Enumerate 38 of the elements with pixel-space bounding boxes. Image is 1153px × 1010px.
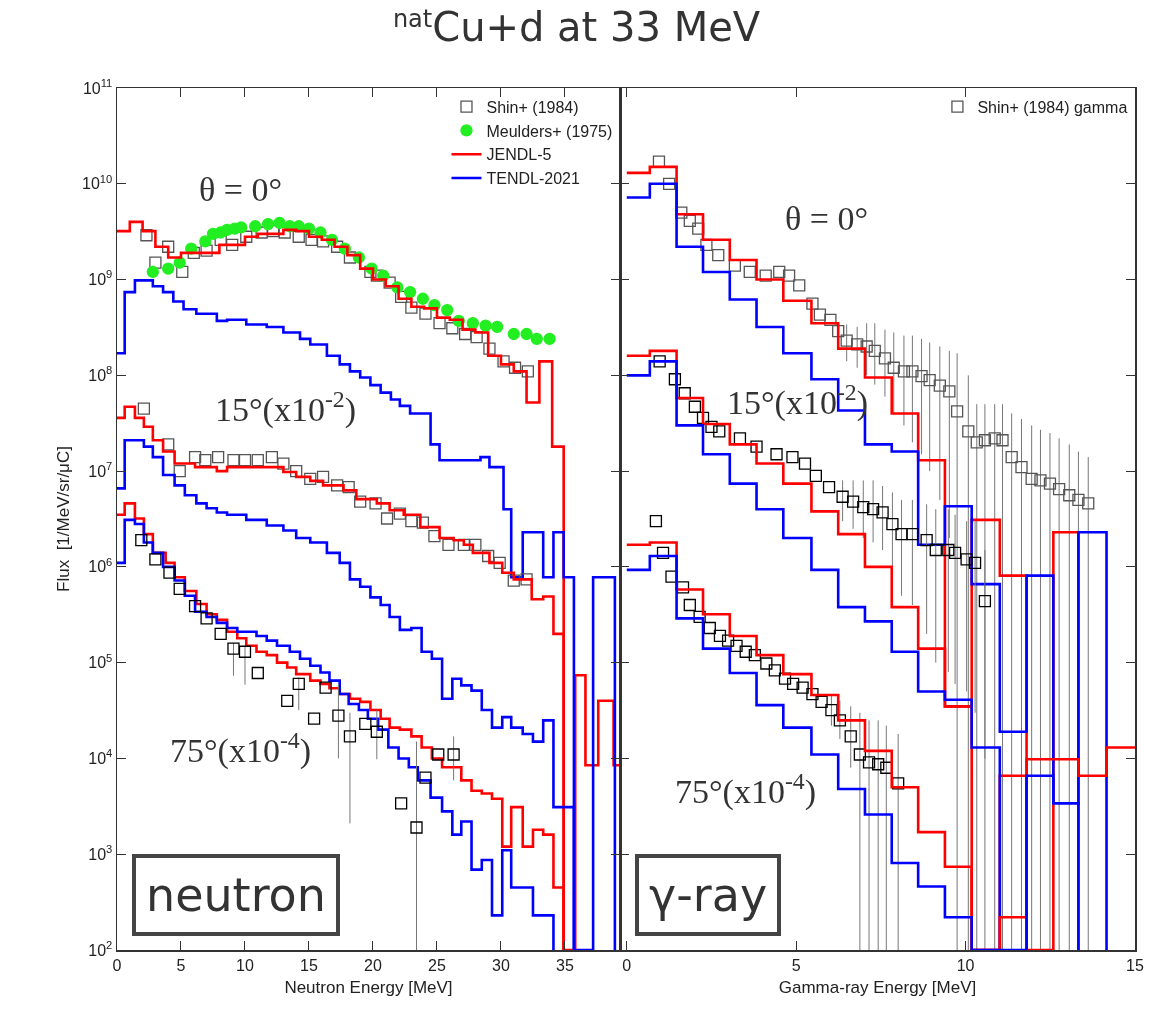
legend-label: JENDL-5	[486, 146, 552, 164]
annotation: 75°(x10$^{-4}$)	[170, 727, 312, 771]
y-tick-label: 10$^{7}$	[88, 459, 113, 480]
x-tick-label: 10	[236, 956, 254, 974]
annotation: θ = 0°	[785, 200, 869, 237]
y-tick-label: 10$^{6}$	[88, 555, 113, 576]
legend-label: Shin+ (1984) gamma	[977, 98, 1128, 116]
y-tick-label: 10$^{2}$	[88, 938, 113, 959]
x-axis-title: Neutron Energy [MeV]	[284, 977, 453, 997]
annotation: γ-ray	[649, 868, 768, 922]
x-tick-label: 0	[622, 956, 632, 974]
legend-label: TENDL-2021	[486, 170, 580, 188]
x-tick-label: 10	[956, 956, 975, 974]
y-tick-label: 10$^{5}$	[88, 651, 113, 672]
legend-label: Shin+ (1984)	[486, 98, 579, 116]
annotation: 75°(x10$^{-4}$)	[675, 768, 817, 812]
y-tick-label: 10$^{4}$	[88, 747, 113, 768]
x-axis-title: Gamma-ray Energy [MeV]	[778, 977, 977, 997]
annotation: θ = 0°	[199, 171, 283, 208]
annotation: 15°(x10$^{-2}$)	[215, 386, 357, 430]
annotation: neutron	[146, 868, 326, 922]
x-tick-label: 35	[556, 956, 574, 974]
x-tick-label: 30	[492, 956, 510, 974]
x-tick-label: 15	[1126, 956, 1144, 974]
x-tick-label: 5	[176, 956, 186, 974]
x-tick-label: 25	[428, 956, 446, 974]
chart-title: $^{nat}$Cu+d at 33 MeV	[391, 4, 762, 50]
x-tick-label: 0	[112, 956, 122, 974]
x-tick-label: 20	[364, 956, 382, 974]
y-tick-label: 10$^{8}$	[88, 364, 113, 384]
legend-label: Meulders+ (1975)	[486, 122, 613, 140]
x-tick-label: 5	[791, 956, 801, 974]
y-axis-title: Flux [1/MeV/sr/μC]	[53, 446, 73, 592]
y-tick-label: 10$^{11}$	[82, 76, 113, 97]
y-tick-label: 10$^{3}$	[88, 843, 113, 863]
y-tick-label: 10$^{10}$	[82, 172, 113, 193]
x-tick-label: 15	[300, 956, 318, 974]
y-tick-label: 10$^{9}$	[88, 268, 113, 289]
